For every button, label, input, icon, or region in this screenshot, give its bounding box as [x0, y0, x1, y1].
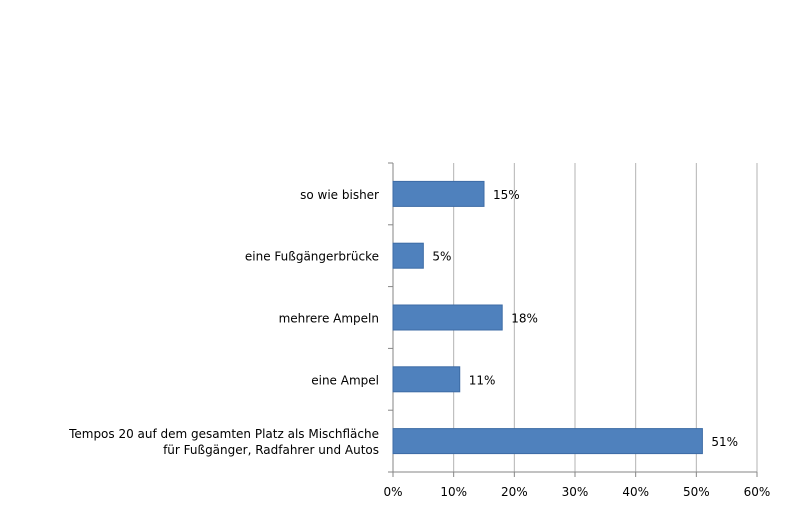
- category-label: für Fußgänger, Radfahrer und Autos: [163, 443, 379, 457]
- bar: [392, 366, 461, 393]
- category-label: eine Ampel: [311, 373, 379, 387]
- bar: [392, 428, 703, 455]
- bar: [392, 180, 485, 207]
- data-label: 51%: [711, 435, 738, 449]
- category-label: Tempos 20 auf dem gesamten Platz als Mis…: [68, 427, 379, 441]
- x-tick-label: 60%: [744, 485, 771, 499]
- data-label: 11%: [469, 373, 496, 387]
- data-label: 18%: [511, 312, 538, 326]
- bar: [392, 304, 503, 331]
- x-tick-label: 30%: [562, 485, 589, 499]
- x-tick-label: 40%: [622, 485, 649, 499]
- data-label: 5%: [432, 250, 451, 264]
- category-label: eine Fußgängerbrücke: [245, 250, 379, 264]
- x-tick-label: 20%: [501, 485, 528, 499]
- category-label: mehrere Ampeln: [279, 312, 379, 326]
- data-label: 15%: [493, 188, 520, 202]
- bar: [392, 242, 424, 269]
- category-label: so wie bisher: [300, 188, 379, 202]
- x-tick-label: 50%: [683, 485, 710, 499]
- x-tick-label: 0%: [383, 485, 402, 499]
- x-tick-label: 10%: [440, 485, 467, 499]
